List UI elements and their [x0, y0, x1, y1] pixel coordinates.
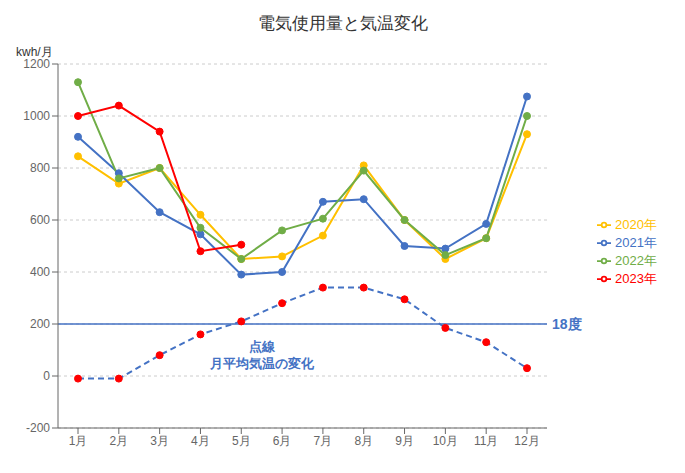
svg-text:800: 800: [30, 161, 50, 175]
html-text:2020年: 2020年: [615, 216, 657, 232]
svg-text:4月: 4月: [191, 434, 210, 448]
svg-text:1月: 1月: [69, 434, 88, 448]
svg-text:600: 600: [30, 213, 50, 227]
svg-text:1200: 1200: [23, 57, 50, 71]
html-text:点線: 点線: [248, 339, 275, 355]
svg-text:400: 400: [30, 265, 50, 279]
svg-text:11月: 11月: [474, 434, 498, 448]
html-text:2021年: 2021年: [615, 234, 657, 250]
html-text:月平均気温の変化: 月平均気温の変化: [209, 356, 314, 372]
svg-text:200: 200: [30, 317, 50, 331]
svg-text:5月: 5月: [232, 434, 251, 448]
svg-text:6月: 6月: [273, 434, 292, 448]
svg-text:1000: 1000: [23, 109, 50, 123]
html-text:kwh/月: kwh/月: [16, 45, 53, 59]
svg-text:0: 0: [43, 369, 50, 383]
html-text:2022年: 2022年: [615, 252, 657, 268]
svg-text:-200: -200: [26, 421, 50, 435]
svg-text:2月: 2月: [109, 434, 128, 448]
svg-text:7月: 7月: [314, 434, 333, 448]
html-text:2023年: 2023年: [615, 270, 657, 286]
svg-text:12月: 12月: [514, 434, 539, 448]
svg-text:18度: 18度: [552, 316, 582, 332]
html-text:電気使用量と気温変化: 電気使用量と気温変化: [257, 14, 428, 33]
svg-text:3月: 3月: [150, 434, 169, 448]
svg-text:10月: 10月: [433, 434, 458, 448]
svg-text:9月: 9月: [395, 434, 414, 448]
svg-text:8月: 8月: [354, 434, 373, 448]
